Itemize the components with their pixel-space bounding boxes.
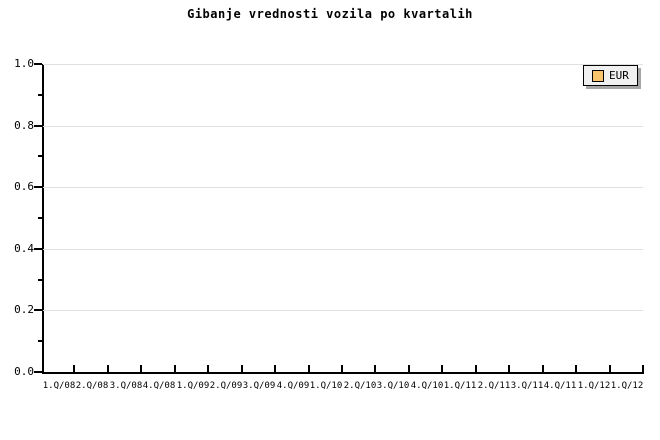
y-gridline (43, 310, 643, 311)
x-axis-tick (140, 365, 142, 372)
legend-label-eur: EUR (609, 69, 629, 82)
chart-title: Gibanje vrednosti vozila po kvartalih (187, 7, 473, 21)
y-axis-minor-tick (38, 279, 42, 281)
x-axis-tick (374, 365, 376, 372)
y-gridline (43, 249, 643, 250)
x-axis-tick (542, 365, 544, 372)
x-axis-tick (107, 365, 109, 372)
x-axis-tick-label: 3.Q/11 (510, 381, 544, 391)
x-axis-tick (475, 365, 477, 372)
x-axis-tick (241, 365, 243, 372)
y-axis-minor-tick (38, 217, 42, 219)
y-axis-tick (34, 63, 42, 65)
y-axis-tick-label: 0.6 (14, 180, 34, 193)
x-axis-tick-label: 2.Q/10 (343, 381, 377, 391)
x-axis-tick-label: 1.Q/11 (443, 381, 477, 391)
y-axis-tick-label: 0.8 (14, 119, 34, 132)
x-axis-tick (308, 365, 310, 372)
x-axis-tick-label: 1.Q/09 (176, 381, 210, 391)
y-axis-tick-label: 0.4 (14, 242, 34, 255)
x-axis-tick (207, 365, 209, 372)
x-axis-tick (508, 365, 510, 372)
y-axis-tick-label: 0.0 (14, 365, 34, 378)
y-axis-tick (34, 248, 42, 250)
y-axis-tick (34, 186, 42, 188)
y-axis-tick (34, 371, 42, 373)
legend: EUR (583, 65, 638, 86)
legend-swatch-eur (592, 69, 604, 82)
y-axis-minor-tick (38, 94, 42, 96)
x-axis-tick-label: 3.Q/09 (242, 381, 276, 391)
x-axis-tick (73, 365, 75, 372)
x-axis-tick (274, 365, 276, 372)
x-axis-tick-label: 3.Q/08 (109, 381, 143, 391)
y-axis-tick (34, 125, 42, 127)
y-gridline (43, 187, 643, 188)
x-axis-tick-label: 1.Q/12 (610, 381, 644, 391)
y-axis-tick (34, 309, 42, 311)
x-axis-tick-label: 4.Q/09 (276, 381, 310, 391)
x-axis-line (42, 372, 644, 374)
y-axis-tick-label: 1.0 (14, 57, 34, 70)
x-axis-tick-label: 2.Q/09 (209, 381, 243, 391)
y-axis-line (42, 64, 44, 374)
x-axis-tick-label: 3.Q/10 (376, 381, 410, 391)
x-axis-tick-label: 4.Q/08 (142, 381, 176, 391)
x-axis-tick-label: 2.Q/08 (75, 381, 109, 391)
x-axis-tick (174, 365, 176, 372)
x-axis-tick (341, 365, 343, 372)
y-gridline (43, 64, 643, 65)
x-axis-tick (642, 365, 644, 372)
y-axis-minor-tick (38, 155, 42, 157)
y-axis-minor-tick (38, 340, 42, 342)
x-axis-tick-label: 4.Q/11 (543, 381, 577, 391)
x-axis-tick-label: 4.Q/10 (410, 381, 444, 391)
y-axis-tick-label: 0.2 (14, 303, 34, 316)
x-axis-tick (441, 365, 443, 372)
x-axis-tick-label: 1.Q/08 (42, 381, 76, 391)
x-axis-tick (609, 365, 611, 372)
x-axis-tick (575, 365, 577, 372)
x-axis-tick (408, 365, 410, 372)
x-axis-tick-label: 1.Q/10 (309, 381, 343, 391)
y-gridline (43, 126, 643, 127)
x-axis-tick-label: 2.Q/11 (477, 381, 511, 391)
x-axis-tick-label: 1.Q/12 (577, 381, 611, 391)
